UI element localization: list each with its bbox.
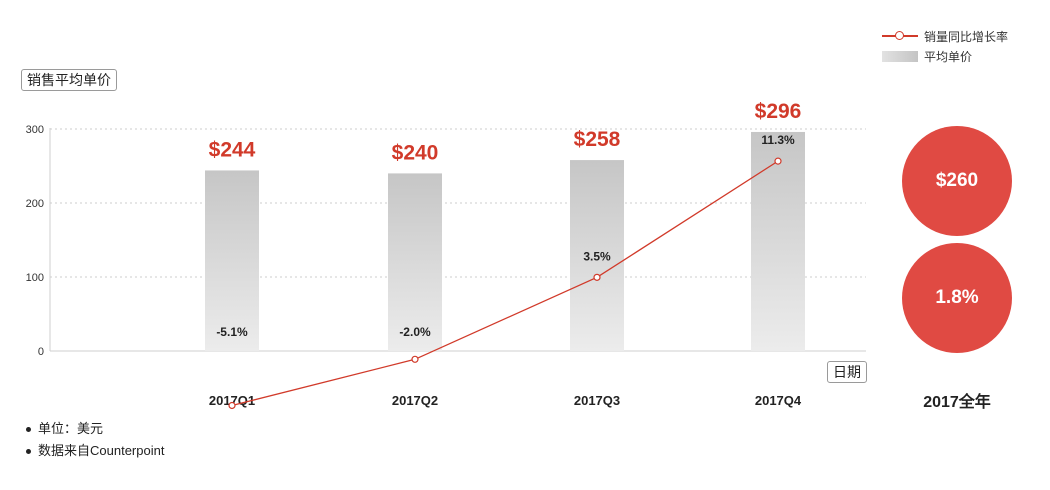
growth-point <box>411 355 419 363</box>
growth-value-label: 11.3% <box>761 133 795 147</box>
bar <box>570 160 624 351</box>
y-tick-label: 0 <box>38 346 44 358</box>
y-tick-label: 100 <box>26 272 44 284</box>
notes: 单位：美元 数据来自Counterpoint <box>26 418 164 462</box>
note-item: 数据来自Counterpoint <box>26 440 164 462</box>
note-item: 单位：美元 <box>26 418 164 440</box>
x-tick-label: 2017Q2 <box>392 393 438 408</box>
bar-value-label: $296 <box>755 100 802 123</box>
legend-label: 销量同比增长率 <box>924 29 1009 44</box>
note-text: 数据来自Counterpoint <box>38 443 165 458</box>
growth-point <box>593 273 601 281</box>
annual-growth-circle: 1.8% <box>902 243 1012 353</box>
legend-item-line: 销量同比增长率 <box>882 26 1008 46</box>
growth-value-label: -2.0% <box>399 325 431 339</box>
y-tick-label: 200 <box>26 198 44 210</box>
x-tick-label: 2017Q1 <box>209 393 255 408</box>
legend-label: 平均单价 <box>924 49 973 64</box>
annual-price-circle: $260 <box>902 126 1012 236</box>
legend-line-swatch <box>882 30 918 42</box>
bar <box>388 173 442 351</box>
legend: 销量同比增长率 平均单价 <box>882 26 1008 66</box>
x-tick-label: 2017Q3 <box>574 393 620 408</box>
x-tick-label: 2017Q4 <box>755 393 802 408</box>
growth-point <box>774 157 782 165</box>
x-axis-title: 日期 <box>827 361 867 383</box>
y-axis-title: 销售平均单价 <box>21 69 117 91</box>
growth-point <box>228 401 236 410</box>
bar-value-label: $240 <box>392 141 439 164</box>
bar <box>205 170 259 351</box>
annual-label: 2017全年 <box>923 394 991 411</box>
growth-value-label: 3.5% <box>583 249 611 263</box>
bar-value-label: $258 <box>574 128 621 151</box>
growth-value-label: -5.1% <box>216 325 248 339</box>
legend-bar-swatch <box>882 50 918 62</box>
bar-value-label: $244 <box>209 138 256 161</box>
bullet-icon <box>26 449 31 455</box>
bullet-icon <box>26 427 31 433</box>
bar <box>751 131 805 351</box>
legend-item-bar: 平均单价 <box>882 46 1008 66</box>
y-tick-label: 300 <box>26 124 44 136</box>
note-text: 单位：美元 <box>38 421 104 436</box>
growth-line <box>231 160 779 407</box>
